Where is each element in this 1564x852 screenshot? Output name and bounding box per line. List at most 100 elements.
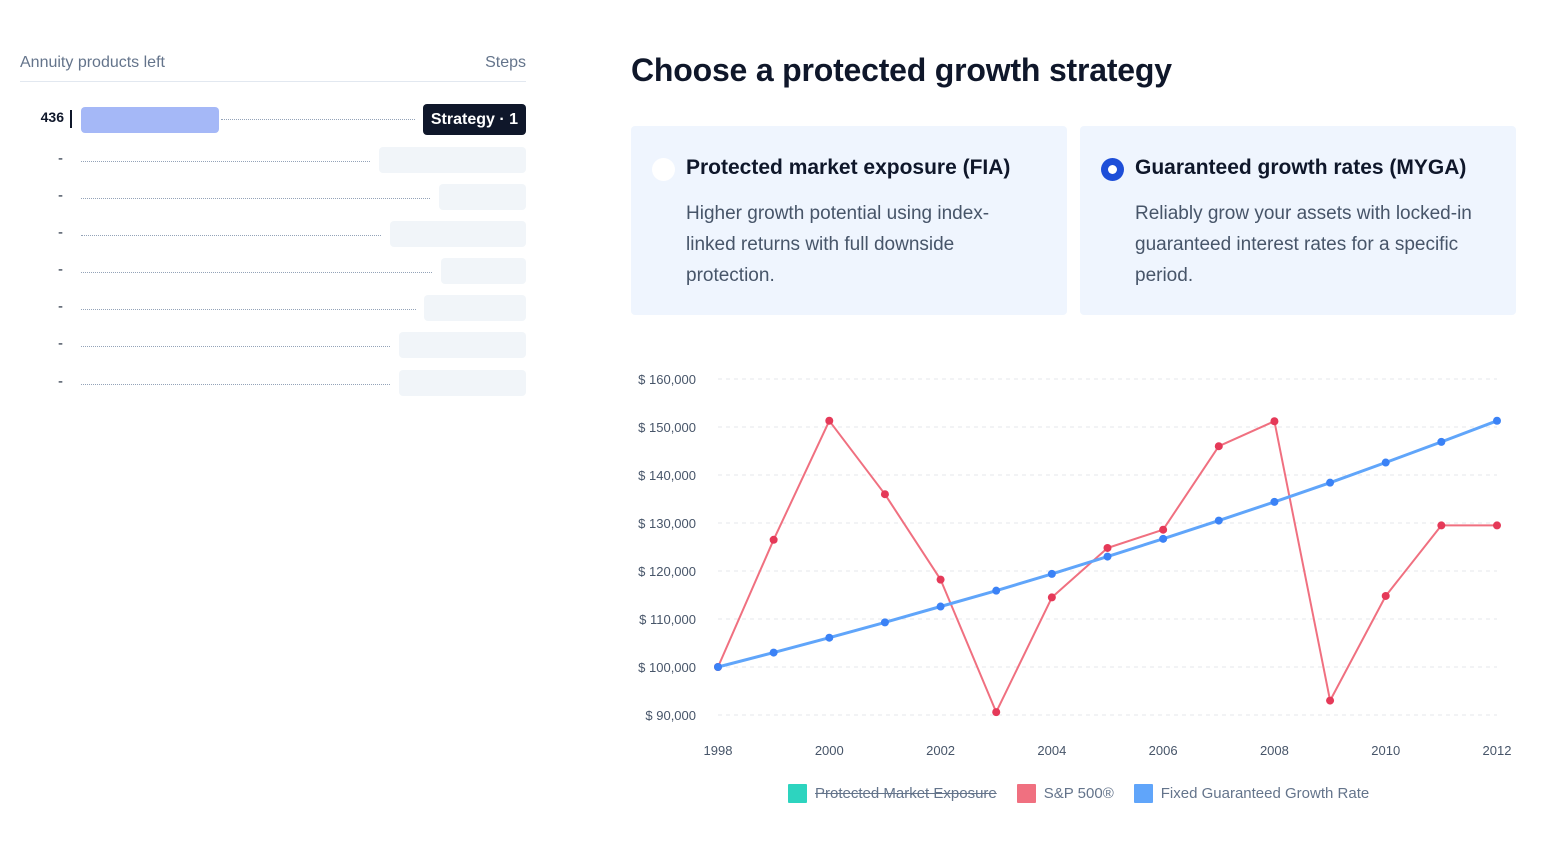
data-point-fixed-growth bbox=[1381, 458, 1390, 467]
data-point-sp500 bbox=[1047, 593, 1056, 602]
step-row: - bbox=[20, 332, 526, 360]
data-point-fixed-growth bbox=[1437, 437, 1446, 446]
legend-item-sp500[interactable]: S&P 500® bbox=[1016, 784, 1114, 803]
data-point-fixed-growth bbox=[936, 602, 945, 611]
steps-label: Steps bbox=[485, 54, 526, 71]
step-placeholder bbox=[379, 147, 526, 173]
count-divider bbox=[70, 110, 72, 128]
radio-myga[interactable] bbox=[1101, 158, 1124, 181]
x-tick-label: 2008 bbox=[1260, 743, 1289, 758]
y-tick-label: $ 150,000 bbox=[638, 420, 696, 435]
data-point-sp500 bbox=[880, 490, 889, 499]
row-dash: - bbox=[58, 187, 63, 204]
dotted-connector bbox=[81, 346, 390, 347]
y-tick-label: $ 140,000 bbox=[638, 468, 696, 483]
strategy-options: Protected market exposure (FIA) Higher g… bbox=[631, 126, 1516, 315]
row-dash: - bbox=[58, 335, 63, 352]
data-point-fixed-growth bbox=[769, 648, 778, 657]
step-tag-strategy[interactable]: Strategy · 1 bbox=[422, 104, 526, 135]
row-dash: - bbox=[58, 298, 63, 315]
dotted-connector bbox=[81, 272, 432, 273]
option-card-fia[interactable]: Protected market exposure (FIA) Higher g… bbox=[631, 126, 1067, 315]
data-point-fixed-growth bbox=[992, 586, 1001, 595]
data-point-sp500 bbox=[1270, 417, 1279, 426]
option-title-myga: Guaranteed growth rates (MYGA) bbox=[1135, 156, 1467, 179]
option-description-myga: Reliably grow your assets with locked-in… bbox=[1135, 203, 1472, 286]
x-tick-label: 2010 bbox=[1371, 743, 1400, 758]
option-card-myga[interactable]: Guaranteed growth rates (MYGA) Reliably … bbox=[1080, 126, 1516, 315]
data-point-fixed-growth bbox=[714, 663, 722, 671]
legend-item-protected-market[interactable]: Protected Market Exposure bbox=[788, 784, 997, 803]
data-point-sp500 bbox=[1381, 591, 1390, 600]
products-panel-header: Annuity products left Steps bbox=[20, 48, 526, 82]
legend-item-fixed-growth[interactable]: Fixed Guaranteed Growth Rate bbox=[1133, 784, 1370, 803]
y-tick-label: $ 130,000 bbox=[638, 516, 696, 531]
row-dash: - bbox=[58, 373, 63, 390]
option-title-fia: Protected market exposure (FIA) bbox=[686, 156, 1011, 179]
data-point-sp500 bbox=[1326, 696, 1335, 705]
y-tick-label: $ 110,000 bbox=[639, 612, 696, 627]
dotted-connector bbox=[81, 198, 430, 199]
step-row: - bbox=[20, 221, 526, 249]
legend-label-sp500: S&P 500® bbox=[1043, 785, 1114, 802]
step-placeholder bbox=[399, 370, 526, 396]
dotted-connector bbox=[81, 384, 390, 385]
step-row: - bbox=[20, 147, 526, 175]
products-left-label: Annuity products left bbox=[20, 54, 165, 71]
data-point-fixed-growth bbox=[1270, 497, 1279, 506]
legend-swatch-fixed-growth bbox=[1133, 784, 1153, 803]
data-point-sp500 bbox=[769, 535, 778, 544]
growth-chart: $ 90,000 $ 100,000 $ 110,000 $ 120,000 $ 130… bbox=[638, 372, 1512, 758]
legend-label-protected-market: Protected Market Exposure bbox=[815, 785, 997, 802]
data-point-fixed-growth bbox=[880, 618, 889, 627]
y-tick-label: $ 100,000 bbox=[638, 660, 696, 675]
series-line-fixed-growth bbox=[717, 419, 1498, 669]
step-placeholder bbox=[390, 221, 526, 247]
x-tick-label: 2000 bbox=[815, 743, 844, 758]
x-tick-label: 2012 bbox=[1483, 743, 1512, 758]
dotted-connector bbox=[81, 235, 381, 236]
step-row: - bbox=[20, 295, 526, 323]
dotted-connector bbox=[81, 161, 370, 162]
y-tick-label: $ 120,000 bbox=[638, 564, 696, 579]
row-dash: - bbox=[58, 224, 63, 241]
option-description-fia: Higher growth potential using index-link… bbox=[686, 203, 990, 286]
data-point-sp500 bbox=[825, 416, 834, 425]
y-tick-label: $ 160,000 bbox=[638, 372, 696, 387]
products-progress-bar bbox=[81, 107, 219, 133]
step-row: - bbox=[20, 258, 526, 286]
radio-fia[interactable] bbox=[652, 158, 675, 181]
chart-legend: Protected Market Exposure S&P 500® Fixed… bbox=[788, 784, 1389, 803]
data-point-sp500 bbox=[1493, 521, 1501, 530]
step-row: - bbox=[20, 184, 526, 212]
data-point-fixed-growth bbox=[1159, 534, 1168, 543]
data-point-fixed-growth bbox=[1103, 552, 1112, 561]
data-point-sp500 bbox=[1159, 525, 1168, 534]
legend-swatch-protected-market bbox=[788, 784, 807, 803]
page-title: Choose a protected growth strategy bbox=[631, 52, 1172, 88]
data-point-sp500 bbox=[936, 575, 945, 584]
data-point-fixed-growth bbox=[1326, 478, 1335, 487]
data-point-fixed-growth bbox=[1493, 416, 1501, 425]
data-point-sp500 bbox=[1214, 442, 1223, 451]
data-point-fixed-growth bbox=[825, 633, 834, 642]
x-tick-label: 2006 bbox=[1149, 743, 1178, 758]
x-tick-label: 2002 bbox=[926, 743, 955, 758]
step-placeholder bbox=[439, 184, 526, 210]
x-tick-label: 1998 bbox=[704, 743, 733, 758]
row-dash: - bbox=[58, 150, 63, 167]
dotted-connector bbox=[221, 119, 415, 120]
products-count: 436 bbox=[40, 109, 64, 125]
data-point-sp500 bbox=[1437, 521, 1446, 530]
step-placeholder bbox=[441, 258, 526, 284]
products-panel: Annuity products left Steps bbox=[20, 48, 526, 82]
step-placeholder bbox=[424, 295, 526, 321]
data-point-fixed-growth bbox=[1214, 516, 1223, 525]
step-row-current: 436 Strategy · 1 bbox=[20, 104, 526, 135]
data-point-sp500 bbox=[1103, 543, 1112, 552]
data-point-sp500 bbox=[992, 708, 1001, 717]
step-placeholder bbox=[399, 332, 526, 358]
legend-label-fixed-growth: Fixed Guaranteed Growth Rate bbox=[1160, 785, 1370, 802]
data-point-fixed-growth bbox=[1047, 569, 1056, 578]
x-tick-label: 2004 bbox=[1037, 743, 1066, 758]
